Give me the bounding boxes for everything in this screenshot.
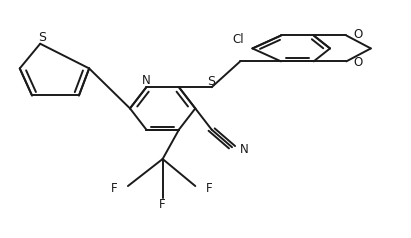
Text: F: F [159,198,166,211]
Text: F: F [111,182,118,195]
Text: O: O [354,28,363,41]
Text: Cl: Cl [233,33,244,45]
Text: S: S [38,31,46,44]
Text: N: N [142,74,151,87]
Text: S: S [208,75,216,88]
Text: O: O [354,56,363,69]
Text: N: N [240,143,249,156]
Text: F: F [206,182,212,195]
